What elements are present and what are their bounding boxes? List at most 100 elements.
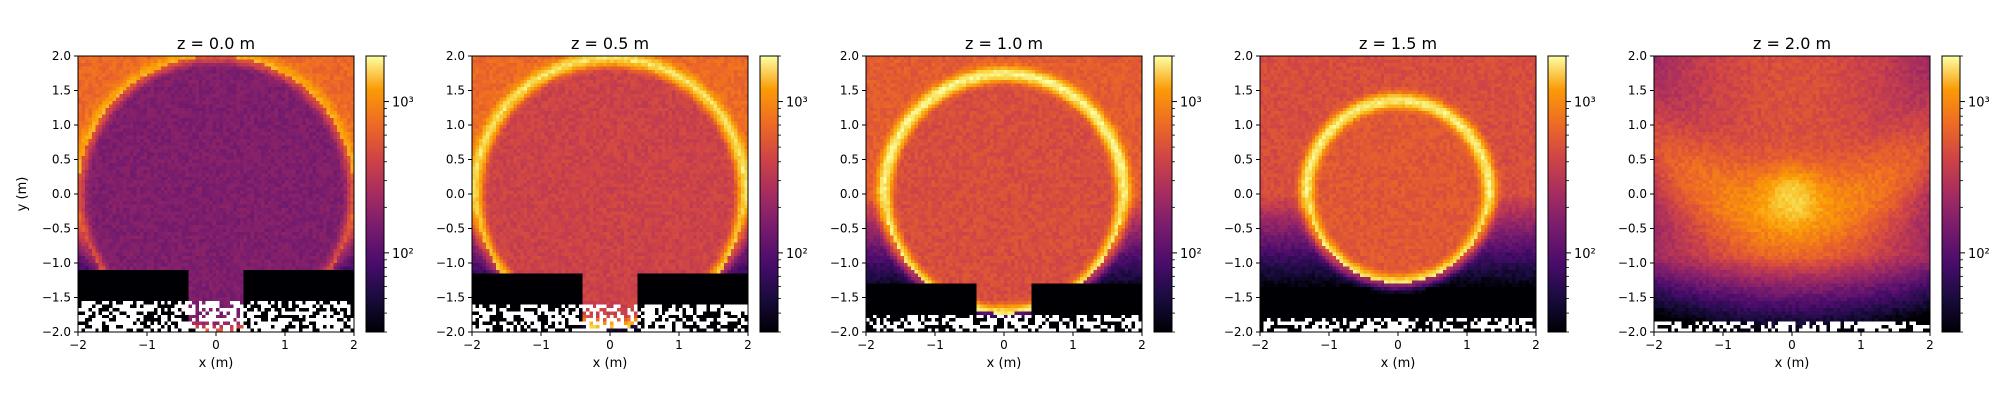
x-tick-label: 0 (606, 338, 614, 352)
y-tick-label: 0.5 (840, 153, 859, 167)
x-tick-label: 2 (744, 338, 752, 352)
panel-title: z = 2.0 m (1753, 34, 1831, 53)
y-tick-label: 2.0 (1234, 49, 1253, 63)
colorbar-tick-label: 10³ (392, 96, 414, 111)
y-tick-label: −1.5 (830, 291, 859, 305)
x-tick-label: −2 (1645, 338, 1663, 352)
colorbar-tick-label: 10³ (1968, 96, 1990, 111)
y-tick-label: 1.0 (1234, 118, 1253, 132)
x-axis-label: x (m) (987, 356, 1022, 371)
y-tick-label: −0.5 (436, 222, 465, 236)
heatmap-panel: z = 1.0 m −2 −1 0 1 2 −2.0 −1.5 −1.0 −0.5 0.0 0.5 1.… (830, 34, 1202, 371)
heatmap-image (78, 56, 354, 332)
y-tick-label: −2.0 (830, 325, 859, 339)
colorbar-tick-label: 10² (392, 247, 414, 262)
heatmap-image (472, 56, 748, 332)
x-tick-label: −1 (1320, 338, 1338, 352)
x-tick-label: 1 (281, 338, 289, 352)
x-axis-label: x (m) (199, 356, 234, 371)
y-tick-label: −1.0 (42, 256, 71, 270)
colorbar-tick-label: 10² (786, 247, 808, 262)
y-tick-label: −0.5 (42, 222, 71, 236)
x-tick-label: 1 (1069, 338, 1077, 352)
y-tick-label: 0.0 (840, 187, 859, 201)
y-tick-label: 2.0 (1628, 49, 1647, 63)
heatmap-panel: z = 0.0 m −2 −1 0 1 2 −2.0 −1.5 −1.0 −0.5 0.0 0.5 1.… (15, 34, 414, 371)
y-tick-label: 1.5 (1628, 84, 1647, 98)
colorbar (1941, 55, 1961, 333)
y-tick-label: 0.5 (1628, 153, 1647, 167)
heatmap-image (866, 56, 1142, 332)
x-tick-label: 2 (1926, 338, 1934, 352)
y-tick-label: 0.5 (446, 153, 465, 167)
x-tick-label: 0 (212, 338, 220, 352)
colorbar-tick-label: 10³ (1180, 96, 1202, 111)
y-tick-label: 1.5 (1234, 84, 1253, 98)
x-tick-label: −2 (1251, 338, 1269, 352)
y-tick-label: −2.0 (1618, 325, 1647, 339)
y-tick-label: −0.5 (1224, 222, 1253, 236)
y-tick-label: 1.0 (840, 118, 859, 132)
colorbar-tick-label: 10² (1574, 247, 1596, 262)
x-tick-label: −1 (926, 338, 944, 352)
y-tick-label: 1.5 (840, 84, 859, 98)
panel-title: z = 1.0 m (965, 34, 1043, 53)
y-tick-label: 1.0 (1628, 118, 1647, 132)
y-tick-label: −0.5 (1618, 222, 1647, 236)
x-tick-label: 0 (1394, 338, 1402, 352)
y-tick-label: 2.0 (446, 49, 465, 63)
x-tick-label: 0 (1788, 338, 1796, 352)
x-tick-label: 1 (1463, 338, 1471, 352)
colorbar (1153, 55, 1173, 333)
y-tick-label: 0.0 (52, 187, 71, 201)
x-tick-label: −1 (532, 338, 550, 352)
y-tick-label: 2.0 (840, 49, 859, 63)
y-tick-label: 1.5 (52, 84, 71, 98)
heatmap-image (1260, 56, 1536, 332)
colorbar-tick-label: 10³ (1574, 96, 1596, 111)
x-tick-label: 2 (1532, 338, 1540, 352)
x-tick-label: 2 (1138, 338, 1146, 352)
y-tick-label: −2.0 (42, 325, 71, 339)
colorbar-tick-label: 10² (1968, 247, 1990, 262)
heatmap-panel: z = 2.0 m −2 −1 0 1 2 −2.0 −1.5 −1.0 −0.5 0.0 0.5 1.… (1618, 34, 1990, 371)
x-tick-label: −2 (463, 338, 481, 352)
y-tick-label: −0.5 (830, 222, 859, 236)
y-tick-label: 0.5 (52, 153, 71, 167)
heatmap-panel: z = 0.5 m −2 −1 0 1 2 −2.0 −1.5 −1.0 −0.5 0.0 0.5 1.… (436, 34, 808, 371)
x-tick-label: 0 (1000, 338, 1008, 352)
y-tick-label: 0.0 (1628, 187, 1647, 201)
y-tick-label: −1.5 (1618, 291, 1647, 305)
y-tick-label: −2.0 (436, 325, 465, 339)
heatmap-panel: z = 1.5 m −2 −1 0 1 2 −2.0 −1.5 −1.0 −0.5 0.0 0.5 1.… (1224, 34, 1596, 371)
y-tick-label: −1.5 (42, 291, 71, 305)
panel-title: z = 0.5 m (571, 34, 649, 53)
y-tick-label: 0.0 (1234, 187, 1253, 201)
y-tick-label: −2.0 (1224, 325, 1253, 339)
panel-title: z = 0.0 m (177, 34, 255, 53)
y-tick-label: −1.0 (436, 256, 465, 270)
y-tick-label: 0.0 (446, 187, 465, 201)
y-tick-label: 1.5 (446, 84, 465, 98)
colorbar (1547, 55, 1567, 333)
x-tick-label: −2 (857, 338, 875, 352)
colorbar-tick-label: 10² (1180, 247, 1202, 262)
y-tick-label: −1.0 (1224, 256, 1253, 270)
x-axis-label: x (m) (1775, 356, 1810, 371)
y-tick-label: 0.5 (1234, 153, 1253, 167)
y-tick-label: −1.0 (830, 256, 859, 270)
x-tick-label: −1 (1714, 338, 1732, 352)
x-tick-label: 1 (1857, 338, 1865, 352)
y-tick-label: 1.0 (446, 118, 465, 132)
x-tick-label: 2 (350, 338, 358, 352)
colorbar (759, 55, 779, 333)
y-tick-label: −1.5 (436, 291, 465, 305)
y-tick-label: 2.0 (52, 49, 71, 63)
x-tick-label: 1 (675, 338, 683, 352)
colorbar-tick-label: 10³ (786, 96, 808, 111)
heatmap-image (1654, 56, 1930, 332)
colorbar (365, 55, 385, 333)
y-tick-label: 1.0 (52, 118, 71, 132)
y-tick-label: −1.0 (1618, 256, 1647, 270)
x-axis-label: x (m) (593, 356, 628, 371)
